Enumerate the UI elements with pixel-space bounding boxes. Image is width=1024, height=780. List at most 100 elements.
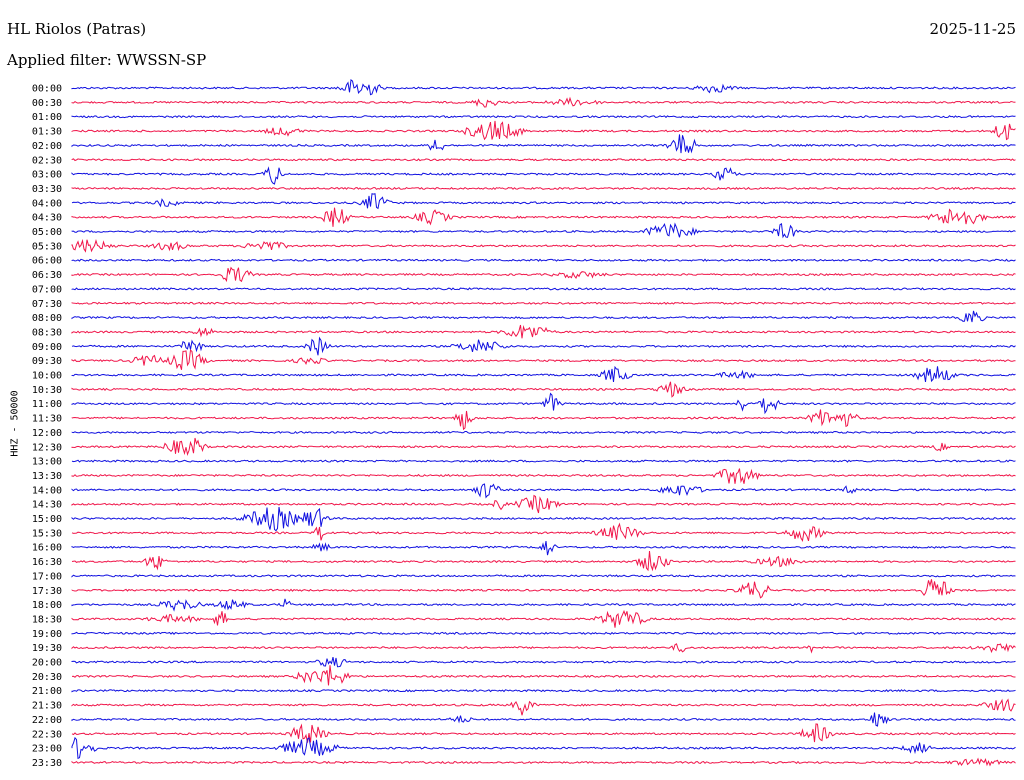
- record-date: 2025-11-25: [929, 20, 1016, 38]
- time-label: 00:30: [32, 98, 62, 109]
- time-label: 12:00: [32, 428, 62, 439]
- filter-label: Applied filter: WWSSN-SP: [7, 51, 207, 69]
- trace-line: [71, 574, 1016, 578]
- time-label: 07:00: [32, 284, 62, 295]
- time-label: 15:00: [32, 514, 62, 525]
- time-label: 15:30: [32, 528, 62, 539]
- time-label: 12:30: [32, 442, 62, 453]
- trace-line: [71, 656, 1016, 668]
- station-title: HL Riolos (Patras): [7, 20, 147, 38]
- time-label: 20:30: [32, 672, 62, 683]
- time-label: 06:30: [32, 270, 62, 281]
- time-label: 17:00: [32, 571, 62, 582]
- trace-line: [71, 698, 1016, 716]
- trace-line: [71, 609, 1016, 628]
- time-label: 17:30: [32, 586, 62, 597]
- trace-line: [71, 631, 1016, 635]
- trace-line: [71, 689, 1016, 693]
- trace-line: [71, 665, 1016, 686]
- time-label: 09:30: [32, 356, 62, 367]
- trace-line: [71, 134, 1016, 154]
- trace-line: [71, 642, 1016, 654]
- time-label: 03:00: [32, 170, 62, 181]
- time-label: 10:00: [32, 371, 62, 382]
- trace-line: [71, 96, 1016, 108]
- trace-line: [71, 409, 1016, 431]
- time-label: 13:00: [32, 457, 62, 468]
- time-label: 23:00: [32, 744, 62, 755]
- trace-line: [71, 579, 1016, 599]
- time-label: 05:30: [32, 241, 62, 252]
- time-label: 10:30: [32, 385, 62, 396]
- trace-line: [71, 494, 1016, 514]
- trace-line: [71, 158, 1016, 162]
- time-label: 14:30: [32, 500, 62, 511]
- time-label: 09:00: [32, 342, 62, 353]
- trace-line: [71, 522, 1016, 542]
- time-label: 21:30: [32, 701, 62, 712]
- time-label: 06:00: [32, 256, 62, 267]
- trace-line: [71, 381, 1016, 398]
- time-label: 01:30: [32, 127, 62, 138]
- trace-line: [71, 483, 1016, 499]
- trace-line: [71, 287, 1016, 291]
- time-label: 04:00: [32, 198, 62, 209]
- trace-line: [71, 258, 1016, 262]
- trace-line: [71, 349, 1016, 370]
- trace-line: [71, 238, 1016, 253]
- time-label: 03:30: [32, 184, 62, 195]
- trace-line: [71, 207, 1016, 227]
- trace-line: [71, 392, 1016, 415]
- trace-line: [71, 736, 1016, 760]
- time-label: 00:00: [32, 84, 62, 95]
- time-label: 16:00: [32, 543, 62, 554]
- trace-line: [71, 541, 1016, 556]
- time-label: 04:30: [32, 213, 62, 224]
- trace-line: [71, 506, 1016, 532]
- time-label: 07:30: [32, 299, 62, 310]
- trace-line: [71, 222, 1016, 239]
- trace-line: [71, 757, 1016, 767]
- trace-line: [71, 166, 1016, 185]
- time-label: 08:30: [32, 327, 62, 338]
- time-label: 19:30: [32, 643, 62, 654]
- time-label: 21:00: [32, 686, 62, 697]
- time-label: 13:30: [32, 471, 62, 482]
- trace-line: [71, 120, 1016, 141]
- trace-line: [71, 598, 1016, 612]
- trace-line: [71, 365, 1016, 383]
- time-label: 23:30: [32, 758, 62, 769]
- trace-line: [71, 301, 1016, 305]
- trace-line: [71, 115, 1016, 119]
- time-label: 11:30: [32, 414, 62, 425]
- trace-line: [71, 310, 1016, 323]
- trace-line: [71, 437, 1016, 457]
- trace-line: [71, 468, 1016, 484]
- time-label: 22:30: [32, 729, 62, 740]
- time-label: 16:30: [32, 557, 62, 568]
- trace-line: [71, 723, 1016, 743]
- time-label: 14:00: [32, 485, 62, 496]
- time-label: 01:00: [32, 112, 62, 123]
- trace-line: [71, 430, 1016, 434]
- time-label: 18:00: [32, 600, 62, 611]
- time-label: 02:00: [32, 141, 62, 152]
- time-label: 20:00: [32, 658, 62, 669]
- time-label: 22:00: [32, 715, 62, 726]
- trace-line: [71, 712, 1016, 727]
- trace-line: [71, 186, 1016, 191]
- trace-line: [71, 336, 1016, 356]
- trace-line: [71, 193, 1016, 210]
- trace-line: [71, 266, 1016, 283]
- trace-line: [71, 324, 1016, 339]
- trace-line: [71, 78, 1016, 96]
- trace-line: [71, 550, 1016, 572]
- time-label: 02:30: [32, 155, 62, 166]
- trace-line: [71, 459, 1016, 463]
- time-label: 18:30: [32, 614, 62, 625]
- time-label: 08:00: [32, 313, 62, 324]
- time-label: 05:00: [32, 227, 62, 238]
- time-label: 19:00: [32, 629, 62, 640]
- time-label: 11:00: [32, 399, 62, 410]
